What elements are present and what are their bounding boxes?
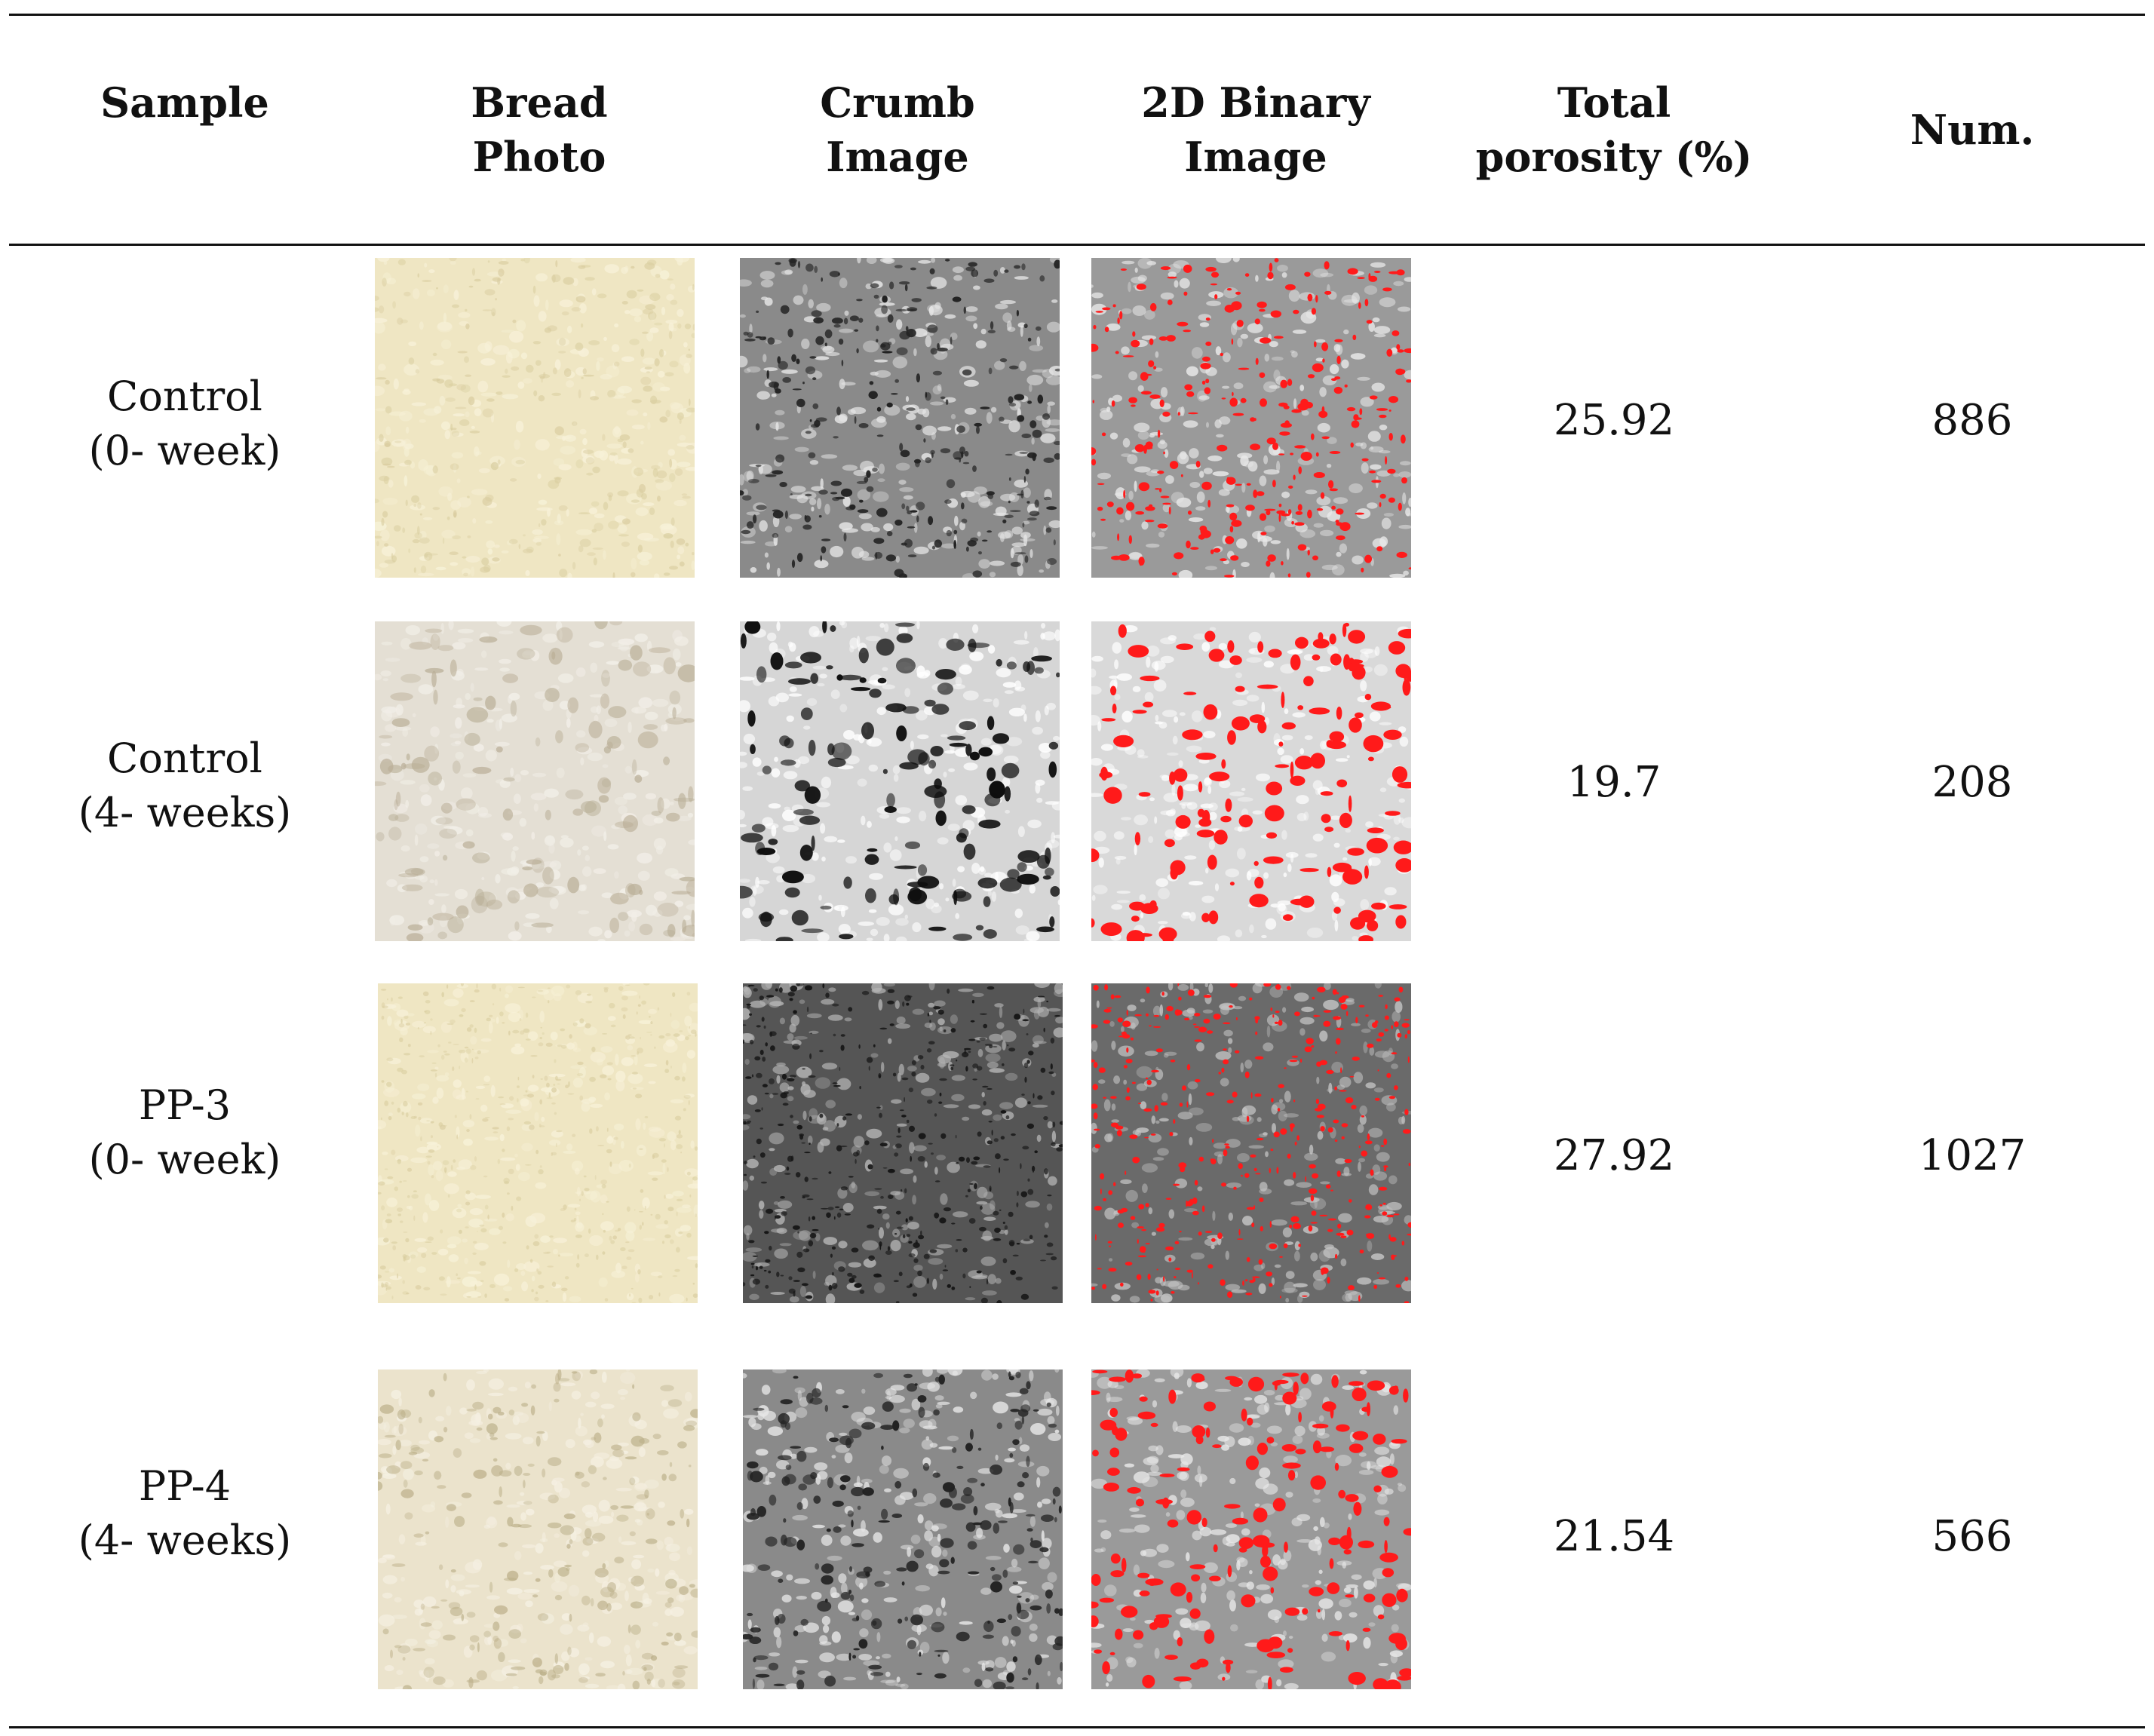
porosity-row-3: 27.92 bbox=[1553, 1131, 1675, 1180]
num-row-2: 208 bbox=[1932, 758, 2013, 807]
crumb-grayscale-image bbox=[743, 983, 1063, 1303]
header-sample: Sample bbox=[100, 78, 269, 127]
bread-photo-image bbox=[378, 983, 698, 1303]
crumb-grayscale-image bbox=[740, 258, 1060, 578]
binary-pore-image bbox=[1091, 258, 1411, 578]
sample-label-row-2: Control (4- weeks) bbox=[78, 735, 292, 836]
bread-photo-image bbox=[375, 258, 695, 578]
bread-photo-image bbox=[375, 621, 695, 941]
sample-label-row-1: Control (0- week) bbox=[88, 373, 281, 474]
table-top-rule bbox=[9, 14, 2145, 16]
porosity-row-4: 21.54 bbox=[1553, 1512, 1675, 1561]
header-binary-image: 2D Binary Image bbox=[1141, 78, 1370, 181]
num-row-3: 1027 bbox=[1918, 1131, 2027, 1180]
table-header-rule bbox=[9, 244, 2145, 246]
porosity-row-1: 25.92 bbox=[1553, 396, 1675, 445]
crumb-grayscale-image bbox=[740, 621, 1060, 941]
porosity-row-2: 19.7 bbox=[1566, 758, 1662, 807]
binary-pore-image bbox=[1091, 983, 1411, 1303]
sample-label-row-3: PP-3 (0- week) bbox=[88, 1081, 281, 1183]
bread-photo-image bbox=[378, 1369, 698, 1689]
header-num: Num. bbox=[1910, 106, 2035, 154]
num-row-4: 566 bbox=[1932, 1512, 2013, 1561]
header-bread-photo: Bread Photo bbox=[471, 78, 608, 181]
binary-pore-image bbox=[1091, 621, 1411, 941]
sample-label-row-4: PP-4 (4- weeks) bbox=[78, 1462, 292, 1564]
crumb-grayscale-image bbox=[743, 1369, 1063, 1689]
header-total-porosity: Total porosity (%) bbox=[1475, 78, 1753, 181]
table-bottom-rule bbox=[9, 1726, 2145, 1728]
num-row-1: 886 bbox=[1932, 396, 2013, 445]
binary-pore-image bbox=[1091, 1369, 1411, 1689]
header-crumb-image: Crumb Image bbox=[820, 78, 975, 181]
